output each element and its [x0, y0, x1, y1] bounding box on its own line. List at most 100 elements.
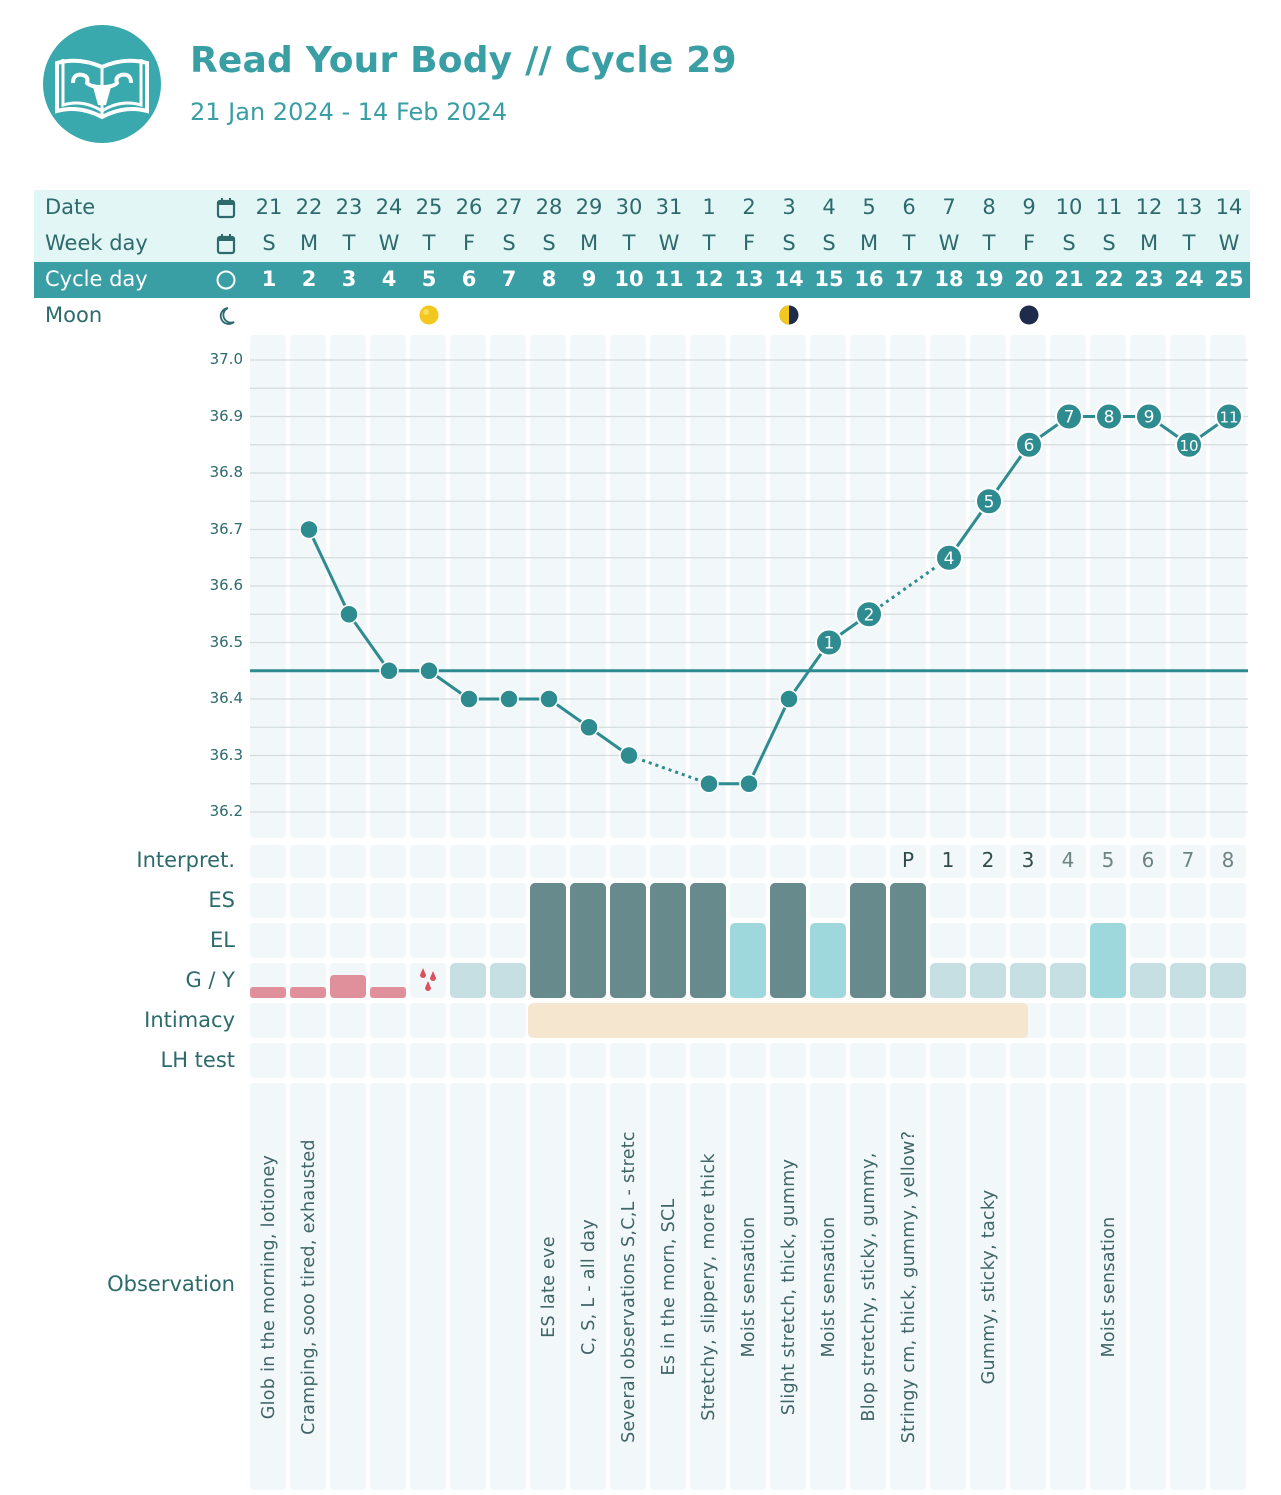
weekday-cell: T — [622, 231, 636, 255]
observation-text: Stretchy, slippery, more thick — [699, 1153, 719, 1421]
es-tile — [810, 883, 846, 918]
interpret-label: 4 — [1061, 848, 1075, 872]
es-bar — [610, 883, 646, 998]
gy-bar — [930, 963, 966, 998]
date-cell: 12 — [1135, 195, 1163, 219]
date-cell: 5 — [862, 195, 876, 219]
cycle-day-cell: 25 — [1214, 267, 1244, 291]
interpret-label: 8 — [1221, 848, 1235, 872]
lh-tile — [570, 1043, 606, 1078]
date-cell: 6 — [902, 195, 916, 219]
intimacy-tile — [370, 1003, 406, 1038]
es-tile — [970, 883, 1006, 918]
interpret-label: 1 — [941, 848, 955, 872]
interpret-tile — [810, 845, 846, 878]
es-bar — [690, 883, 726, 998]
intimacy-tile — [1130, 1003, 1166, 1038]
observation-text: Slight stretch, thick, gummy — [779, 1158, 799, 1416]
lh-tile — [690, 1043, 726, 1078]
lh-tile — [770, 1043, 806, 1078]
date-cell: 4 — [822, 195, 836, 219]
observation-tile — [530, 1083, 566, 1490]
temperature-point — [339, 604, 359, 624]
temperature-point — [419, 661, 439, 681]
temperature-point-label: 7 — [1064, 408, 1075, 428]
y-tick-label: 36.3 — [209, 745, 243, 764]
weekday-cell: S — [262, 231, 276, 255]
weekday-cell: F — [742, 231, 756, 255]
weekday-cell: S — [822, 231, 836, 255]
el-bar — [730, 923, 766, 998]
observation-tile — [850, 1083, 886, 1490]
observation-text: ES late eve — [539, 1236, 559, 1338]
intimacy-tile — [450, 1003, 486, 1038]
observation-tile — [730, 1083, 766, 1490]
date-cell: 2 — [742, 195, 756, 219]
cycle-day-cell: 7 — [501, 267, 517, 291]
lh-tile — [330, 1043, 366, 1078]
cycle-day-cell: 5 — [421, 267, 437, 291]
temperature-point — [619, 745, 639, 766]
observation-tile — [930, 1083, 966, 1490]
intimacy-tile — [290, 1003, 326, 1038]
el-tile — [970, 923, 1006, 958]
lh-tile — [1010, 1043, 1046, 1078]
interpret-tile — [890, 845, 926, 878]
interpret-tile — [570, 845, 606, 878]
weekday-cell: M — [299, 231, 319, 255]
interpret-tile — [1210, 845, 1246, 878]
temperature-point — [459, 689, 479, 709]
y-tick-label: 36.2 — [209, 802, 243, 820]
interpret-label: 7 — [1181, 848, 1195, 872]
observation-tile — [450, 1083, 486, 1490]
observation-text: Es in the morn, SCL — [659, 1198, 679, 1376]
weekday-cell: S — [542, 231, 556, 255]
es-tile — [1090, 883, 1126, 918]
intimacy-tile — [1090, 1003, 1126, 1038]
observation-tile — [1050, 1083, 1086, 1490]
temperature-point — [975, 487, 1003, 516]
observation-tile — [250, 1083, 286, 1490]
intimacy-tile — [330, 1003, 366, 1038]
temperature-point-label: 1 — [824, 634, 835, 654]
el-bar — [810, 923, 846, 998]
el-tile — [450, 923, 486, 958]
date-row: Date 21 22 23 24 25 26 27 28 29 30 31 1 2 3 4 5 6 7 8 9 10 11… — [34, 190, 1250, 226]
observation-tile — [290, 1083, 326, 1490]
temperature-point — [1135, 402, 1163, 431]
lh-tile — [810, 1043, 846, 1078]
cycle-day-cell: 10 — [614, 267, 644, 291]
date-label: Date — [45, 195, 96, 219]
gy-bar — [1010, 963, 1046, 998]
interpret-tile — [650, 845, 686, 878]
y-tick-label: 36.6 — [209, 576, 243, 594]
intimacy-tile — [410, 1003, 446, 1038]
observation-tile — [1210, 1083, 1246, 1490]
new-moon-icon — [1019, 305, 1039, 325]
interpret-tile — [1170, 845, 1206, 878]
temperature-point-label: 2 — [864, 605, 875, 625]
lh-tile — [730, 1043, 766, 1078]
el-label: EL — [210, 928, 235, 952]
moon-label: Moon — [45, 303, 103, 327]
cycle-day-cell: 6 — [461, 267, 477, 291]
weekday-cell: W — [658, 231, 680, 255]
es-bar — [650, 883, 686, 998]
observation-text: Gummy, sticky, tacky — [979, 1189, 999, 1385]
observation-tile — [370, 1083, 406, 1490]
weekday-cell: F — [1022, 231, 1036, 255]
observation-text: Moist sensation — [819, 1216, 839, 1358]
observation-text: Stringy cm, thick, gummy, yellow? — [899, 1130, 919, 1444]
lh-tile — [450, 1043, 486, 1078]
bleeding-bar — [370, 987, 406, 998]
lh-tile — [930, 1043, 966, 1078]
temperature-point-label: 8 — [1104, 408, 1115, 428]
temperature-line-segment — [307, 528, 351, 615]
lh-tile — [1170, 1043, 1206, 1078]
date-cell: 10 — [1055, 195, 1083, 219]
interpret-tile — [730, 845, 766, 878]
crescent-moon-icon — [219, 307, 235, 325]
temperature-point-label: 4 — [944, 549, 955, 569]
lh-tile — [890, 1043, 926, 1078]
intimacy-bar — [528, 1003, 1028, 1038]
